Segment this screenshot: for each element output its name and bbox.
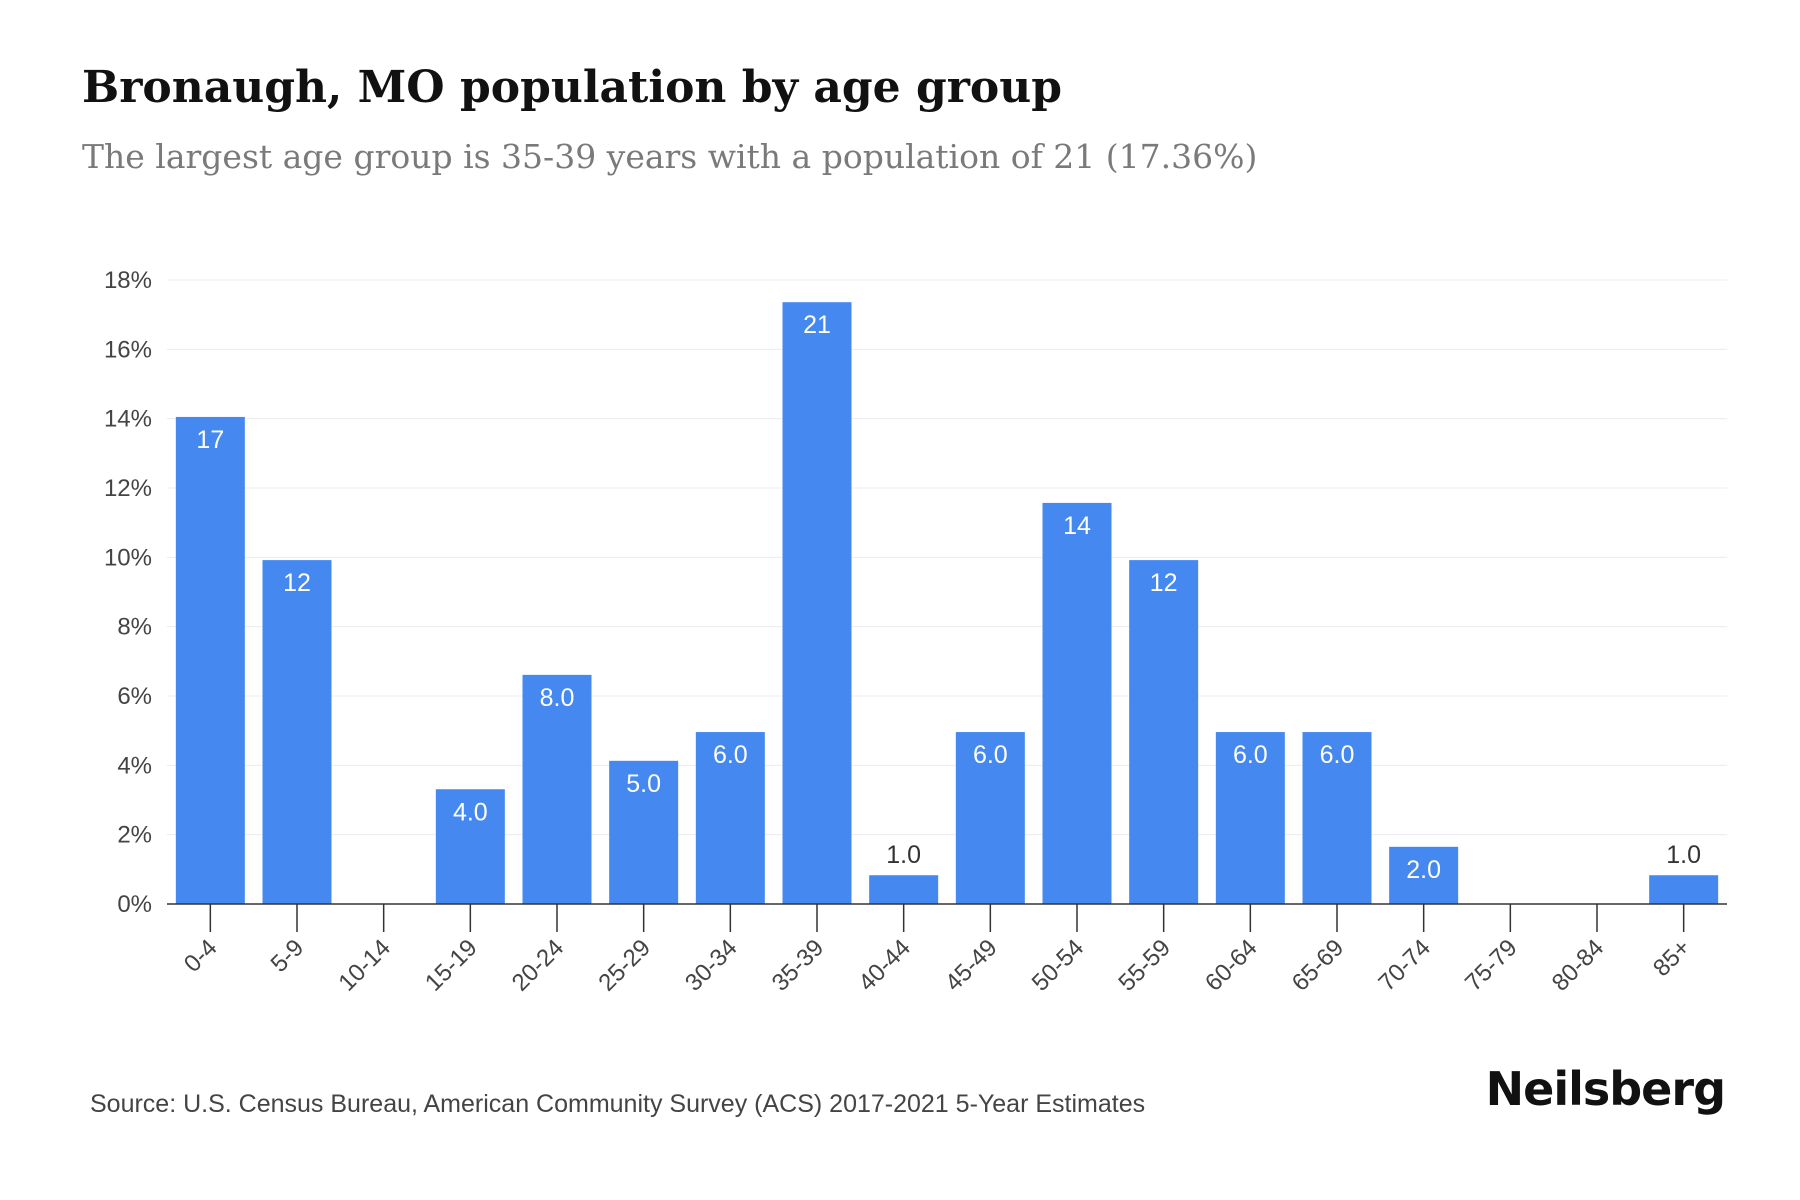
data-label: 6.0: [1320, 741, 1355, 769]
bar: [1649, 875, 1719, 904]
x-tick-label: 70-74: [1373, 934, 1436, 997]
y-tick-label: 18%: [104, 267, 152, 294]
data-label: 6.0: [973, 741, 1008, 769]
data-label: 6.0: [713, 741, 748, 769]
x-tick-label: 75-79: [1460, 934, 1523, 997]
x-tick-label: 85+: [1648, 934, 1696, 982]
x-tick-label: 30-34: [680, 934, 743, 997]
x-tick-label: 55-59: [1113, 934, 1176, 997]
x-tick-label: 45-49: [940, 934, 1003, 997]
y-tick-label: 16%: [104, 336, 152, 363]
x-tick-label: 35-39: [767, 934, 830, 997]
data-label: 21: [803, 311, 831, 339]
bar: [609, 760, 679, 904]
y-tick-label: 10%: [104, 544, 152, 571]
y-tick-label: 6%: [117, 683, 152, 710]
data-label: 12: [283, 569, 311, 597]
bar: [1302, 732, 1372, 904]
x-tick-label: 60-64: [1200, 934, 1263, 997]
x-tick-label: 65-69: [1287, 934, 1350, 997]
x-tick-label: 20-24: [507, 934, 570, 997]
x-tick-label: 40-44: [853, 934, 916, 997]
bar: [1215, 732, 1285, 904]
data-label: 8.0: [540, 684, 575, 712]
chart-title: Bronaugh, MO population by age group: [82, 62, 1063, 113]
x-tick-label: 50-54: [1027, 934, 1090, 997]
x-tick-label: 5-9: [266, 934, 310, 978]
bar: [262, 560, 332, 904]
brand-logo: Neilsberg: [1485, 1062, 1726, 1116]
data-label: 6.0: [1233, 741, 1268, 769]
x-tick-label: 25-29: [593, 934, 656, 997]
x-tick-label: 10-14: [333, 934, 396, 997]
y-tick-label: 2%: [117, 822, 152, 849]
y-tick-label: 0%: [117, 891, 152, 918]
chart-subtitle: The largest age group is 35-39 years wit…: [82, 137, 1258, 176]
x-tick-label: 80-84: [1547, 934, 1610, 997]
bar: [869, 875, 939, 904]
bar: [1389, 846, 1459, 904]
bar: [1042, 502, 1112, 904]
y-tick-label: 8%: [117, 614, 152, 641]
bar: [522, 674, 592, 904]
source-note: Source: U.S. Census Bureau, American Com…: [90, 1090, 1146, 1118]
data-label: 1.0: [886, 841, 921, 869]
data-label: 14: [1063, 512, 1091, 540]
y-tick-label: 12%: [104, 475, 152, 502]
bar: [695, 732, 765, 904]
data-label: 17: [196, 426, 224, 454]
bar: [435, 789, 505, 904]
data-label: 12: [1150, 569, 1178, 597]
data-label: 2.0: [1406, 856, 1441, 884]
y-tick-label: 14%: [104, 406, 152, 433]
data-label: 4.0: [453, 798, 488, 826]
bar: [1129, 560, 1199, 904]
data-label: 5.0: [626, 770, 661, 798]
y-tick-label: 4%: [117, 752, 152, 779]
x-tick-label: 0-4: [179, 934, 223, 978]
x-tick-label: 15-19: [420, 934, 483, 997]
bar: [175, 416, 245, 904]
bar: [955, 732, 1025, 904]
bar: [782, 302, 852, 905]
data-label: 1.0: [1666, 841, 1701, 869]
